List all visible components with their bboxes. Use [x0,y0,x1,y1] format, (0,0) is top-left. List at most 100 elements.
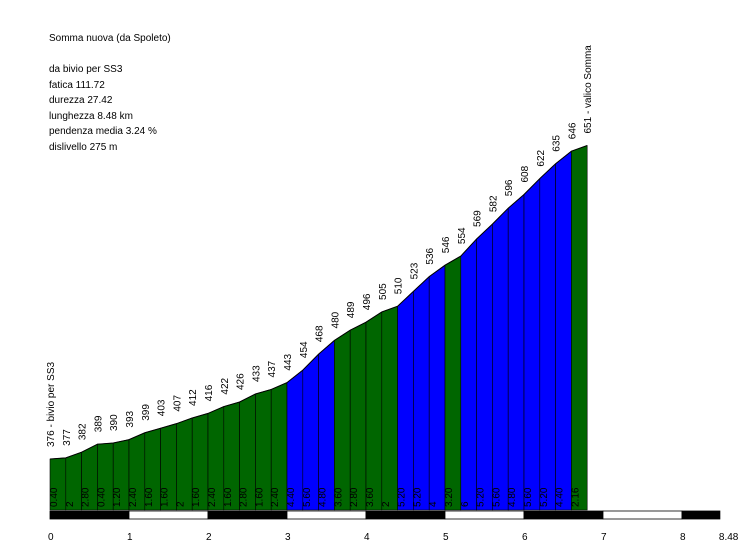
profile-outline [49,145,588,460]
elevation-label: 389 [93,415,104,432]
profile-segment [460,238,477,511]
grade-label: 2.80 [239,487,250,507]
elevation-label: 536 [425,247,436,264]
profile-segment [539,163,556,511]
climb-lunghezza: lunghezza 8.48 km [49,110,133,122]
scale-bar-segment [681,510,721,520]
profile-segment [365,311,383,511]
grade-label: 5.20 [539,487,550,507]
elevation-label: 596 [504,179,515,196]
grade-labels: 0.40 2 2.80 0.40 1.20 2.40 1.60 1.60 2 1.60 2.40 1.… [49,487,581,507]
elevation-label: 422 [220,377,231,394]
elevation-label: 403 [157,399,168,416]
elevation-label: 443 [283,353,294,370]
grade-label: 4.40 [286,487,297,507]
elevation-label: 569 [473,210,484,227]
grade-label: 2.80 [81,487,92,507]
x-tick-label: 6 [522,532,528,543]
elevation-label: 554 [457,227,468,244]
grade-label: 5.20 [412,487,423,507]
profile-segment [413,275,430,511]
grade-label: 4 [428,501,439,507]
grade-label: 2.40 [270,487,281,507]
x-tick-label: 0 [48,532,54,543]
grade-label: 3.60 [333,487,344,507]
start-point-label: 376 - bivio per SS3 [46,362,57,447]
scale-bar-segment [523,510,604,520]
elevation-label: 510 [394,277,405,294]
elevation-label: 546 [441,236,452,253]
elevation-label: 646 [567,122,578,139]
elevation-label: 433 [251,365,262,382]
scale-bar-segment [286,510,367,520]
climb-pendenza: pendenza media 3.24 % [49,126,157,137]
grade-label: 2.40 [207,487,218,507]
profile-segment [428,264,446,511]
grade-label: 1.60 [223,487,234,507]
profile-segment [397,290,414,511]
scale-bar-segment [49,510,130,520]
x-tick-label: 8 [680,532,686,543]
elevation-label: 437 [267,360,278,377]
elevation-label: 505 [378,283,389,300]
profile-segment [318,339,335,511]
end-point-label: 651 - valico Somma [583,45,594,134]
scale-bar-segment [602,510,683,520]
elevation-label: 454 [299,341,310,358]
profile-segment [176,417,193,511]
grade-label: 1.20 [112,487,123,507]
grade-label: 1.60 [191,487,202,507]
elevation-label: 426 [236,373,247,390]
elevation-label: 480 [330,311,341,328]
profile-segments [49,145,588,511]
grade-label: 2 [175,501,186,507]
scale-bar-segment [207,510,288,520]
elevation-label: 608 [520,165,531,182]
profile-segment [476,223,493,511]
elevation-label: 412 [188,389,199,406]
climb-durezza: durezza 27.42 [49,95,113,106]
grade-label: 0.40 [96,487,107,507]
x-tick-label: 1 [127,532,133,543]
elevation-label: 382 [78,423,89,440]
profile-segment [65,451,82,511]
elevation-label: 635 [552,135,563,152]
elevation-label: 393 [125,410,136,427]
grade-label: 4.40 [555,487,566,507]
scale-bar-segment [128,510,209,520]
elevation-label: 399 [141,404,152,421]
profile-segment [334,329,351,511]
profile-segment [523,177,541,511]
x-tick-label: 4 [364,532,370,543]
climb-fatica: fatica 111.72 [49,79,105,91]
grade-label: 4.80 [507,487,518,507]
elevation-label: 496 [362,293,373,310]
climb-info-panel: Somma nuova (da Spoleto) da bivio per SS… [49,31,171,155]
profile-segment [381,305,398,511]
profile-segment [349,321,367,511]
grade-label: 5.20 [397,487,408,507]
grade-label: 5.60 [302,487,313,507]
x-tick-label: 3 [285,532,291,543]
x-tick-label: 7 [601,532,607,543]
grade-label: 0.40 [49,487,60,507]
grade-label: 1.60 [160,487,171,507]
x-tick-label: 8.48 [719,532,739,543]
x-axis-tick-labels: 0 1 2 3 4 5 6 7 8 8.48 [48,532,739,543]
elevation-label: 582 [488,195,499,212]
grade-label: 1.60 [144,487,155,507]
climb-start-point: da bivio per SS3 [49,64,123,75]
grade-label: 5.20 [476,487,487,507]
profile-segment [555,150,572,511]
grade-label: 5.60 [523,487,534,507]
grade-label: 1.60 [254,487,265,507]
distance-scale-bar [49,510,721,520]
grade-label: 3.60 [365,487,376,507]
grade-label: 3.20 [444,487,455,507]
profile-segment [571,145,588,511]
elevation-label: 489 [346,301,357,318]
elevation-label: 416 [204,384,215,401]
grade-label: 2 [381,501,392,507]
scale-bar-segment [365,510,446,520]
